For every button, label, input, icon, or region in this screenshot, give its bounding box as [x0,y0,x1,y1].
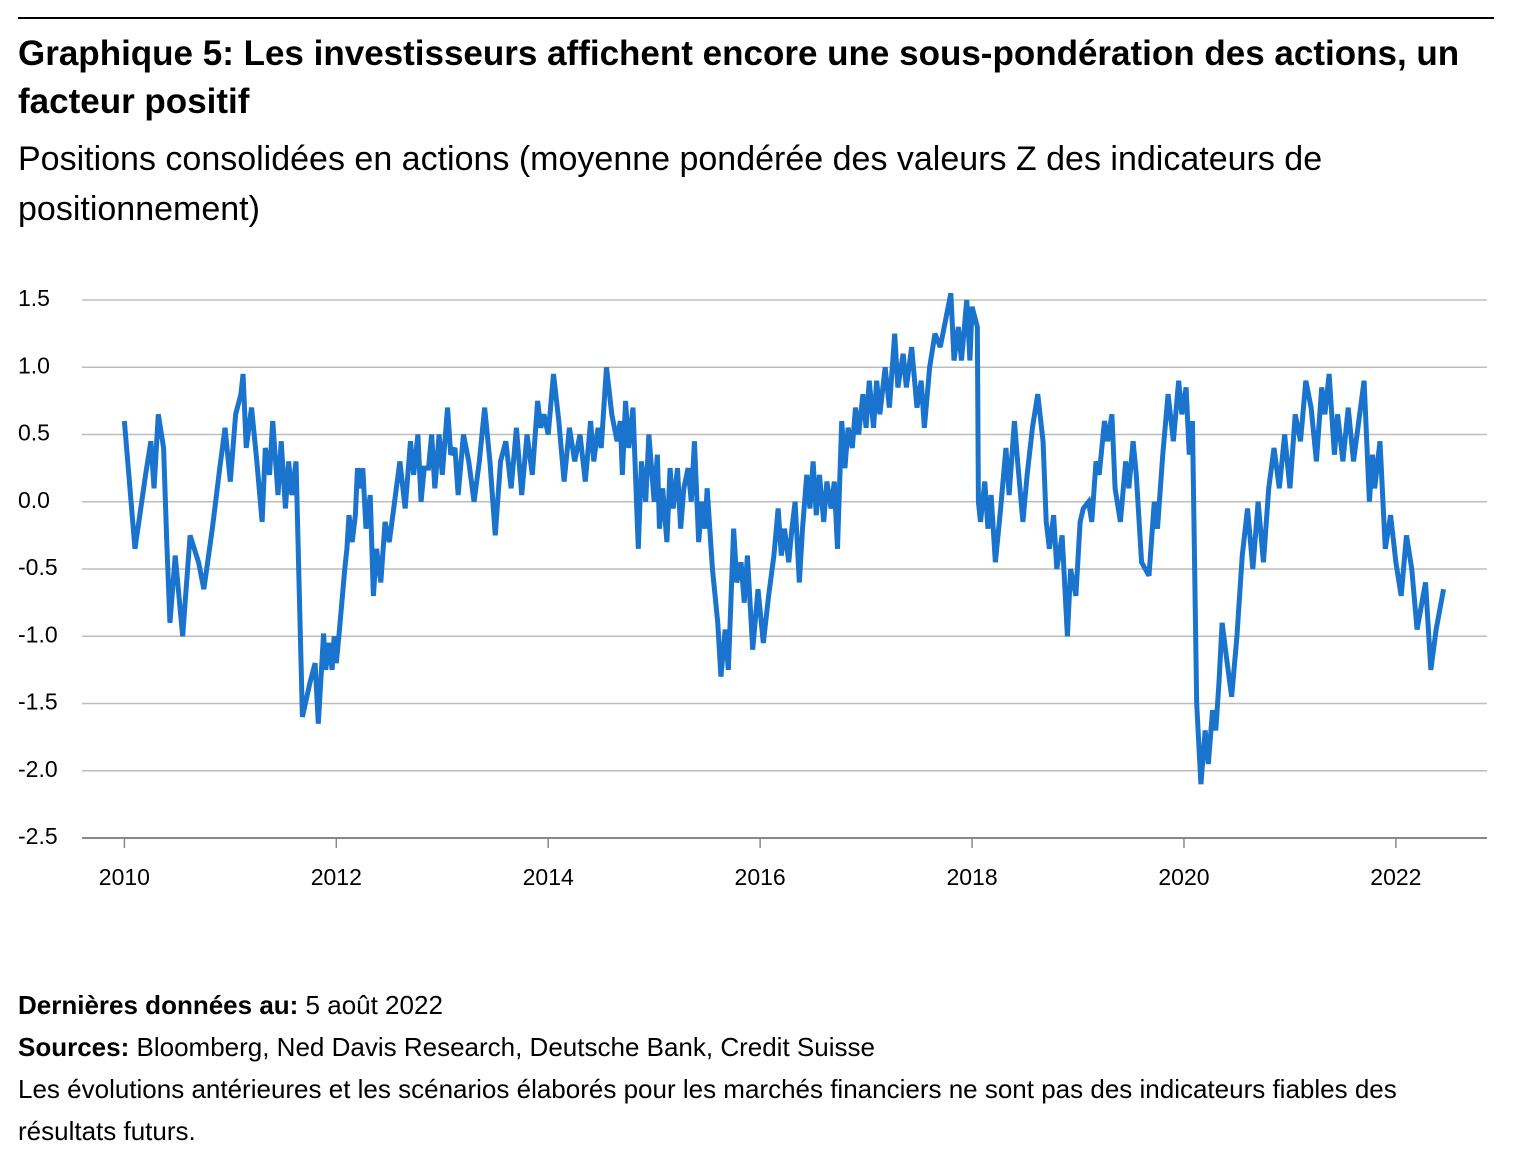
y-tick-label: 0.5 [18,420,50,446]
footer: Dernières données au: 5 août 2022 Source… [18,984,1498,1152]
x-tick-label: 2014 [523,864,574,890]
footnote: Sources: Bloomberg, Ned Davis Research, … [18,1026,1498,1068]
footnote: Dernières données au: 5 août 2022 [18,984,1498,1026]
top-rule [18,17,1494,19]
y-tick-label: -2.0 [18,756,58,782]
footnote-label: Dernières données au: [18,990,299,1020]
y-tick-label: 0.0 [18,487,50,513]
footnote-text: Bloomberg, Ned Davis Research, Deutsche … [136,1032,875,1062]
footnote-label: Sources: [18,1032,130,1062]
y-tick-label: 1.5 [18,285,50,311]
data-line [121,292,1447,785]
x-tick-label: 2010 [99,864,150,890]
x-tick-label: 2018 [946,864,997,890]
chart: 1.5 1.0 0.5 0.0 -0.5 -1.0 -1.5 -2.0 -2.5 2010 2012… [18,285,1487,890]
y-tick-label: -1.0 [18,621,58,647]
x-tick-label: 2020 [1158,864,1209,890]
y-tick-label: 1.0 [18,352,50,378]
footnote-text: 5 août 2022 [305,990,443,1020]
y-tick-label: -0.5 [18,554,58,580]
x-tick-label: 2012 [311,864,362,890]
x-tick-label: 2022 [1370,864,1421,890]
y-tick-label: -1.5 [18,689,58,715]
disclaimer: Les évolutions antérieures et les scénar… [18,1074,1397,1146]
x-tick-label: 2016 [735,864,786,890]
y-tick-label: -2.5 [18,823,58,849]
chart-title: Graphique 5: Les investisseurs affichent… [18,34,1460,121]
chart-subtitle: Positions consolidées en actions (moyenn… [18,140,1323,228]
